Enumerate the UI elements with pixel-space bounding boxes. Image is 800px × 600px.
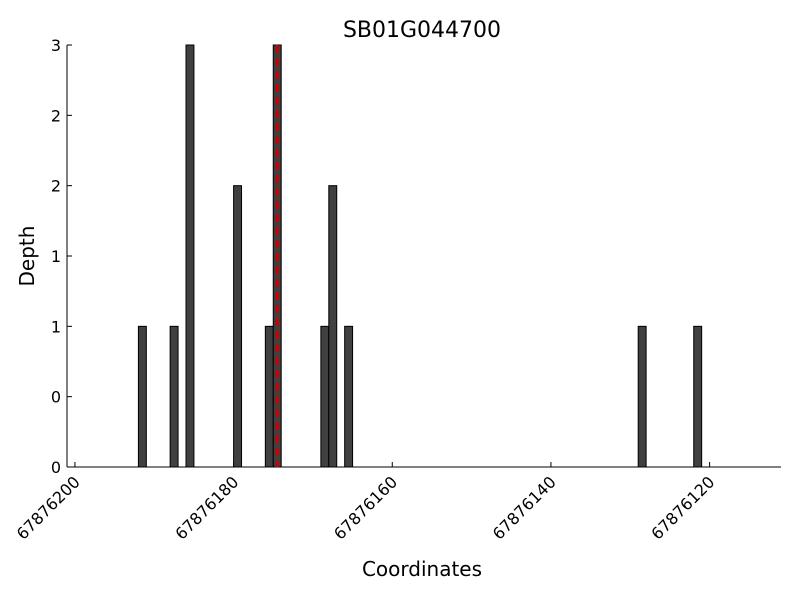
bar <box>320 325 330 468</box>
chart-title: SB01G044700 <box>343 18 501 43</box>
x-tick-label: 67876200 <box>13 472 84 543</box>
x-tick-label: 67876180 <box>171 472 242 543</box>
bar <box>328 185 338 468</box>
bar <box>233 185 243 468</box>
bar <box>137 325 147 468</box>
bar <box>637 325 647 468</box>
x-axis-label: Coordinates <box>362 557 482 581</box>
x-tick-label: 67876160 <box>330 472 401 543</box>
x-tick-label: 67876120 <box>647 472 718 543</box>
y-tick-label: 0 <box>51 458 61 477</box>
bar <box>693 325 703 468</box>
y-axis-label: Depth <box>15 226 39 287</box>
bar <box>169 325 179 468</box>
y-tick-label: 2 <box>51 177 61 196</box>
y-tick-label: 3 <box>51 36 61 55</box>
bar <box>344 325 354 468</box>
y-tick-label: 1 <box>51 247 61 266</box>
bar <box>264 325 274 468</box>
y-tick-label: 2 <box>51 106 61 125</box>
y-tick-label: 0 <box>51 388 61 407</box>
y-tick-label: 1 <box>51 317 61 336</box>
bar <box>185 44 195 468</box>
x-tick-label: 67876140 <box>489 472 560 543</box>
